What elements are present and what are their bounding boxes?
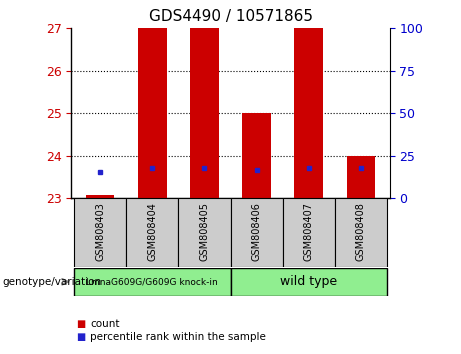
Bar <box>138 28 166 198</box>
Text: GSM808403: GSM808403 <box>95 202 105 261</box>
Bar <box>242 113 271 198</box>
Bar <box>230 268 387 296</box>
Bar <box>283 198 335 267</box>
Bar <box>230 198 283 267</box>
Text: GSM808404: GSM808404 <box>147 202 157 261</box>
Text: GSM808405: GSM808405 <box>200 202 209 261</box>
Bar <box>190 28 219 198</box>
Bar <box>335 198 387 267</box>
Bar <box>295 28 323 198</box>
Title: GDS4490 / 10571865: GDS4490 / 10571865 <box>148 9 313 24</box>
Bar <box>126 198 178 267</box>
Text: percentile rank within the sample: percentile rank within the sample <box>90 332 266 342</box>
Text: GSM808408: GSM808408 <box>356 202 366 261</box>
Text: LmnaG609G/G609G knock-in: LmnaG609G/G609G knock-in <box>86 277 218 286</box>
Text: ■: ■ <box>76 319 85 329</box>
Bar <box>74 268 230 296</box>
Text: GSM808407: GSM808407 <box>304 202 314 261</box>
Text: genotype/variation: genotype/variation <box>2 277 101 287</box>
Text: ■: ■ <box>76 332 85 342</box>
Bar <box>178 198 230 267</box>
Text: GSM808406: GSM808406 <box>252 202 261 261</box>
Bar <box>86 195 114 198</box>
Text: count: count <box>90 319 119 329</box>
Bar <box>74 198 126 267</box>
Bar <box>347 156 375 198</box>
Text: wild type: wild type <box>280 275 337 288</box>
